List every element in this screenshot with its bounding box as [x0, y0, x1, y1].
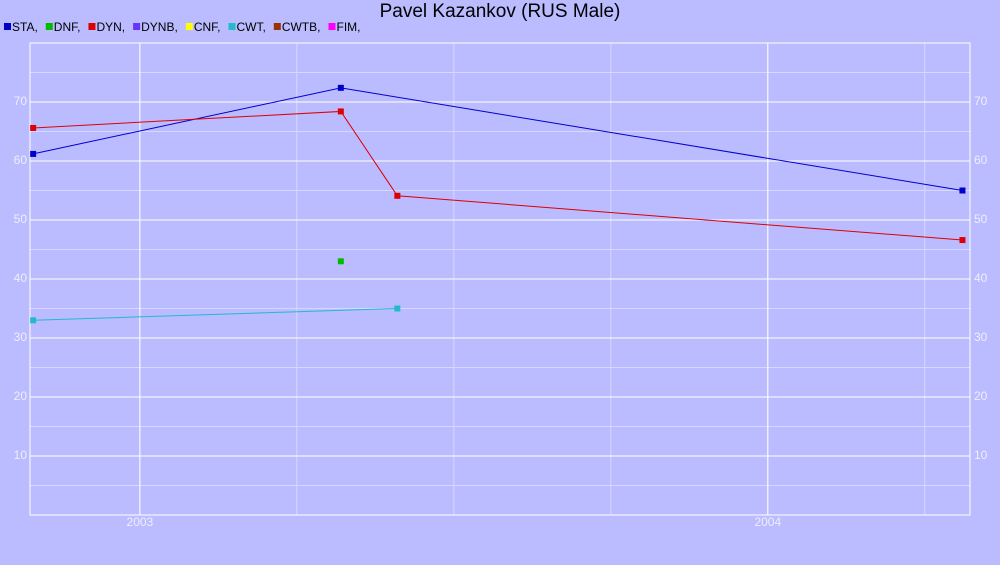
- point: [394, 305, 401, 312]
- point: [337, 84, 344, 91]
- y-tick-label: 50: [14, 212, 28, 226]
- y-tick-label-right: 50: [974, 212, 988, 226]
- y-tick-label-right: 40: [974, 271, 988, 285]
- series-line: [33, 308, 398, 321]
- chart-title: Pavel Kazankov (RUS Male): [380, 1, 621, 22]
- plot-frame: [29, 42, 971, 516]
- legend-label: CWT,: [236, 20, 265, 34]
- point: [394, 192, 401, 199]
- y-tick-label: 10: [14, 448, 28, 462]
- legend-swatch: [273, 23, 281, 30]
- legend-swatch: [133, 23, 141, 30]
- legend-label: CWTB,: [282, 20, 321, 34]
- point: [30, 317, 37, 324]
- point: [30, 150, 37, 157]
- legend-swatch: [328, 23, 336, 30]
- series-line: [33, 110, 963, 241]
- y-tick-label-right: 60: [974, 153, 988, 167]
- y-tick-label: 60: [14, 153, 28, 167]
- y-tick-label: 40: [14, 271, 28, 285]
- y-tick-label-right: 10: [974, 448, 988, 462]
- legend-swatch: [88, 23, 96, 30]
- legend-label: DNF,: [54, 20, 81, 34]
- y-tick-label: 30: [14, 330, 28, 344]
- y-tick-label-right: 20: [974, 389, 988, 403]
- point: [30, 124, 37, 131]
- x-tick-label: 2004: [754, 515, 781, 529]
- y-tick-label: 70: [14, 94, 28, 108]
- y-tick-label: 20: [14, 389, 28, 403]
- legend-label: FIM,: [336, 20, 360, 34]
- x-tick-label: 2003: [127, 515, 154, 529]
- legend-label: DYNB,: [141, 20, 178, 34]
- y-tick-label-right: 70: [974, 94, 988, 108]
- point: [337, 258, 344, 265]
- legend-label: DYN,: [96, 20, 125, 34]
- point: [959, 187, 966, 194]
- point: [959, 237, 966, 244]
- legend-swatch: [4, 23, 11, 30]
- point: [337, 108, 344, 115]
- y-tick-label-right: 30: [974, 330, 988, 344]
- legend-swatch: [45, 23, 53, 30]
- legend-label: CNF,: [194, 20, 221, 34]
- legend-swatch: [185, 23, 193, 30]
- legend-swatch: [228, 23, 236, 30]
- legend-label: STA,: [12, 20, 38, 34]
